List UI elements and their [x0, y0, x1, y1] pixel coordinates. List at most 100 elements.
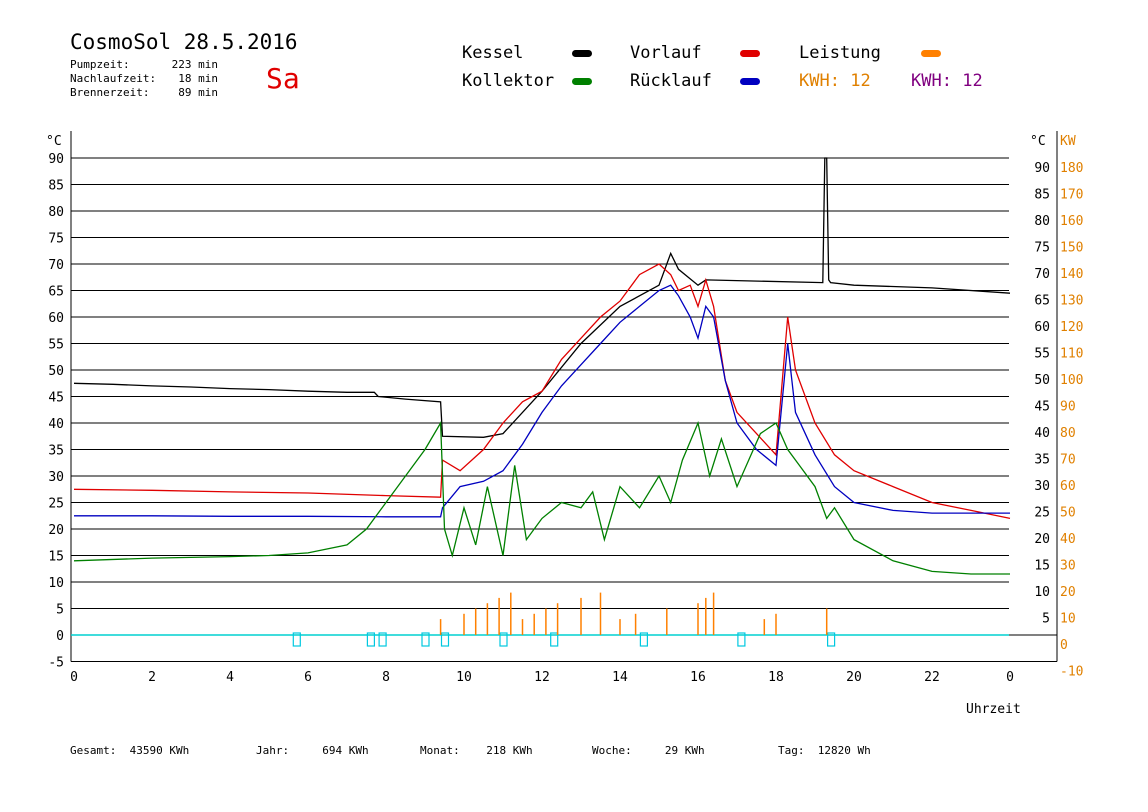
- gesamt-label: Gesamt:: [70, 744, 117, 757]
- brennerzeit-label: Brennerzeit:: [70, 86, 150, 99]
- pump-mark-5: [499, 632, 508, 647]
- y-tick-right-kw-70: 70: [1060, 453, 1076, 468]
- brennerzeit-value: 89 min: [178, 86, 218, 99]
- y-tick-right-kw-180: 180: [1060, 161, 1083, 176]
- x-tick-1: 2: [148, 670, 156, 685]
- y-tick-right-kw-90: 90: [1060, 400, 1076, 415]
- y-tick-right-c-75: 75: [1034, 241, 1050, 256]
- y-tick-left-75: 75: [48, 232, 64, 247]
- pump-mark-3: [421, 632, 430, 647]
- x-tick-3: 6: [304, 670, 312, 685]
- x-tick-10: 20: [846, 670, 862, 685]
- y-tick-left-60: 60: [48, 311, 64, 326]
- y-tick-left-25: 25: [48, 497, 64, 512]
- jahr-label: Jahr:: [256, 744, 290, 757]
- pump-mark-8: [737, 632, 746, 647]
- x-tick-0: 0: [70, 670, 78, 685]
- y-tick-right-c-80: 80: [1034, 214, 1050, 229]
- nachlaufzeit-row: Nachlaufzeit: 18 min: [70, 72, 218, 86]
- y-tick-right-c-40: 40: [1034, 426, 1050, 441]
- y-unit-right-c: °C: [1030, 134, 1046, 149]
- y-tick-right-kw-170: 170: [1060, 188, 1083, 203]
- y-tick-right-c-55: 55: [1034, 347, 1050, 362]
- x-tick-8: 16: [690, 670, 706, 685]
- legend-kessel-label: Kessel: [462, 43, 524, 63]
- footer-gesamt: Gesamt: 43590 KWh: [70, 744, 189, 757]
- y-tick-left-40: 40: [48, 417, 64, 432]
- info-block: Pumpzeit: 223 min Nachlaufzeit: 18 min Bre…: [70, 58, 218, 100]
- bar-marks: [71, 592, 1009, 647]
- series-rcklauf: [74, 284, 1010, 518]
- legend-ruecklauf-label: Rücklauf: [630, 71, 712, 91]
- y-tick-left-90: 90: [48, 152, 64, 167]
- pumpzeit-label: Pumpzeit:: [70, 58, 130, 71]
- x-tick-2: 4: [226, 670, 234, 685]
- x-tick-7: 14: [612, 670, 628, 685]
- y-tick-left-85: 85: [48, 179, 64, 194]
- legend-leistung-label: Leistung: [799, 43, 881, 63]
- legend-vorlauf-swatch: [740, 50, 760, 57]
- y-tick-right-c-25: 25: [1034, 506, 1050, 521]
- y-tick-right-kw-160: 160: [1060, 214, 1083, 229]
- y-tick-left-15: 15: [48, 550, 64, 565]
- chart-title: CosmoSol 28.5.2016: [70, 30, 298, 54]
- kwh-purple-label: KWH:: [911, 71, 952, 91]
- y-tick-right-c-35: 35: [1034, 453, 1050, 468]
- kwh-purple: KWH: 12: [911, 71, 983, 91]
- pumpzeit-value: 223 min: [171, 58, 218, 71]
- series-kollektor: [73, 420, 1010, 575]
- pumpzeit-row: Pumpzeit: 223 min: [70, 58, 218, 72]
- legend-ruecklauf-swatch: [740, 78, 760, 85]
- kwh-orange-value: 12: [850, 71, 871, 91]
- footer-monat: Monat: 218 KWh: [420, 744, 533, 757]
- legend-kollektor-swatch: [572, 78, 592, 85]
- x-tick-9: 18: [768, 670, 784, 685]
- axes: [70, 131, 1058, 662]
- pump-mark-0: [292, 632, 301, 647]
- y-tick-right-c-15: 15: [1034, 559, 1050, 574]
- y-tick-right-c-70: 70: [1034, 267, 1050, 282]
- y-tick-right-c-65: 65: [1034, 294, 1050, 309]
- tag-value: 12820 Wh: [817, 744, 871, 757]
- jahr-value: 694 KWh: [322, 744, 369, 757]
- kwh-orange-label: KWH:: [799, 71, 840, 91]
- y-tick-left-80: 80: [48, 205, 64, 220]
- y-tick-right-c-60: 60: [1034, 320, 1050, 335]
- y-tick-left-5: 5: [56, 603, 64, 618]
- y-tick-right-kw--10: -10: [1060, 665, 1083, 680]
- x-axis-label: Uhrzeit: [966, 702, 1021, 717]
- x-tick-4: 8: [382, 670, 390, 685]
- y-tick-right-kw-150: 150: [1060, 241, 1083, 256]
- pump-mark-4: [440, 632, 450, 647]
- y-tick-left-50: 50: [48, 364, 64, 379]
- footer-tag: Tag: 12820 Wh: [778, 744, 871, 757]
- grid-lines: [71, 157, 1057, 662]
- y-tick-left-65: 65: [48, 285, 64, 300]
- y-tick-right-kw-120: 120: [1060, 320, 1083, 335]
- y-tick-left-20: 20: [48, 523, 64, 538]
- y-tick-right-kw-110: 110: [1060, 347, 1083, 362]
- y-tick-left-10: 10: [48, 576, 64, 591]
- y-tick-right-c-5: 5: [1042, 612, 1050, 627]
- y-tick-left-35: 35: [48, 444, 64, 459]
- series-vorlauf: [73, 263, 1011, 520]
- y-tick-right-kw-30: 30: [1060, 559, 1076, 574]
- y-tick-left-0: 0: [56, 629, 64, 644]
- y-tick-left--5: -5: [48, 656, 64, 671]
- y-tick-right-kw-50: 50: [1060, 506, 1076, 521]
- tick-labels: -5051015202530354045505560657075808590°C…: [46, 134, 1083, 685]
- y-tick-left-70: 70: [48, 258, 64, 273]
- woche-label: Woche:: [592, 744, 632, 757]
- y-tick-right-c-30: 30: [1034, 479, 1050, 494]
- y-tick-right-c-45: 45: [1034, 400, 1050, 415]
- pump-mark-7: [639, 632, 649, 647]
- nachlaufzeit-value: 18 min: [178, 72, 218, 85]
- y-tick-right-c-20: 20: [1034, 532, 1050, 547]
- pump-mark-9: [826, 632, 836, 647]
- x-tick-6: 12: [534, 670, 550, 685]
- x-tick-5: 10: [456, 670, 472, 685]
- brennerzeit-row: Brennerzeit: 89 min: [70, 86, 218, 100]
- y-tick-right-c-85: 85: [1034, 188, 1050, 203]
- y-tick-right-kw-100: 100: [1060, 373, 1083, 388]
